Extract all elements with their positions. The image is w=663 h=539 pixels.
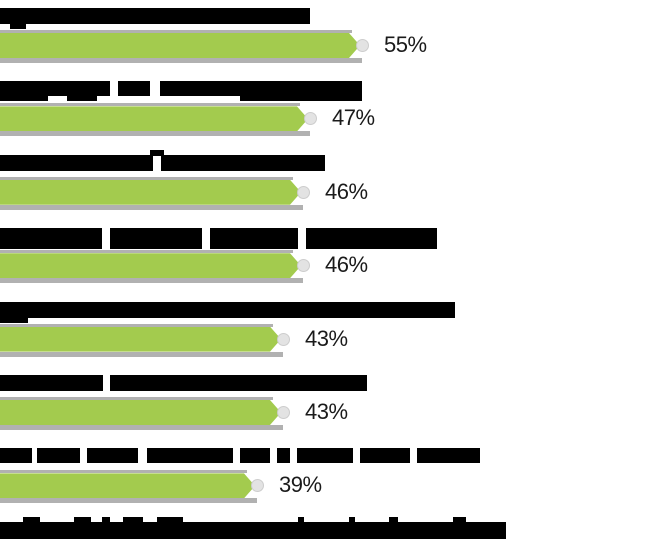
redaction-block <box>297 448 353 464</box>
redaction-block <box>118 81 150 97</box>
redaction-block <box>110 228 202 250</box>
redaction-block <box>0 8 310 24</box>
value-label: 46% <box>325 178 368 204</box>
redaction-block <box>349 516 355 523</box>
bar-track-top <box>0 176 293 180</box>
redaction-block <box>74 516 91 523</box>
redaction-block <box>0 228 102 250</box>
bar-row: 46% <box>0 228 663 301</box>
redaction-block <box>87 448 138 464</box>
value-label: 47% <box>332 105 375 131</box>
bar-track-bottom <box>0 131 310 137</box>
bar-row: 55% <box>0 8 663 81</box>
bar-row: 39% <box>0 448 663 521</box>
redaction-block <box>417 448 480 464</box>
slider-thumb-icon <box>297 259 310 273</box>
value-label: 43% <box>305 325 348 351</box>
redaction-block <box>389 516 398 523</box>
redaction-block <box>0 81 110 97</box>
redaction-block <box>150 149 164 156</box>
bar-track-bottom <box>0 498 257 504</box>
slider-thumb-icon <box>304 112 317 126</box>
value-label: 46% <box>325 252 368 278</box>
bar-track-top <box>0 30 352 33</box>
slider-thumb-icon <box>277 406 290 419</box>
redaction-block <box>210 228 298 250</box>
bar-track-top <box>0 397 273 400</box>
bar-track-top <box>0 250 293 254</box>
redaction-block <box>0 154 153 171</box>
redaction-block <box>298 516 304 523</box>
bar-row: 46% <box>0 149 663 228</box>
bar-row: 43% <box>0 301 663 375</box>
redaction-block <box>240 95 362 102</box>
slider-thumb-icon <box>277 332 290 346</box>
redaction-block <box>147 448 233 464</box>
bar-track-top <box>0 470 247 474</box>
bar <box>0 327 281 352</box>
bar-row <box>0 516 663 539</box>
value-label: 39% <box>279 472 322 498</box>
bar <box>0 180 301 205</box>
bar-track-top <box>0 103 300 107</box>
bar-track-bottom <box>0 351 283 357</box>
redaction-block <box>157 516 183 523</box>
bar-row: 47% <box>0 81 663 154</box>
redaction-block <box>37 448 80 464</box>
redaction-block <box>277 448 290 464</box>
bar <box>0 106 308 131</box>
value-label: 55% <box>384 32 427 57</box>
redaction-block <box>0 448 32 464</box>
redaction-block <box>110 375 367 391</box>
redaction-block <box>161 154 325 171</box>
bar-row: 43% <box>0 375 663 448</box>
redaction-block <box>102 516 110 523</box>
bar <box>0 473 255 498</box>
redaction-block <box>0 521 506 539</box>
bar <box>0 33 360 58</box>
bar-track-bottom <box>0 204 303 210</box>
redaction-block <box>240 448 270 464</box>
slider-thumb-icon <box>356 39 369 52</box>
redaction-block <box>123 516 143 523</box>
redaction-block <box>360 448 410 464</box>
bar-track-bottom <box>0 278 303 284</box>
redaction-block <box>0 375 103 391</box>
bar-track-bottom <box>0 425 283 430</box>
bar <box>0 253 301 278</box>
redaction-block <box>0 95 48 102</box>
redaction-block <box>67 95 97 102</box>
redaction-block <box>160 81 362 97</box>
slider-thumb-icon <box>297 185 310 199</box>
redaction-block <box>23 516 40 523</box>
redaction-block <box>10 23 26 29</box>
redaction-block <box>0 301 455 318</box>
redaction-block <box>306 228 437 250</box>
bar-track-top <box>0 323 273 327</box>
redaction-block <box>453 516 466 523</box>
value-label: 43% <box>305 399 348 424</box>
bar-track-bottom <box>0 58 362 63</box>
bar <box>0 400 281 425</box>
redaction-block <box>0 316 28 323</box>
slider-thumb-icon <box>251 479 264 493</box>
